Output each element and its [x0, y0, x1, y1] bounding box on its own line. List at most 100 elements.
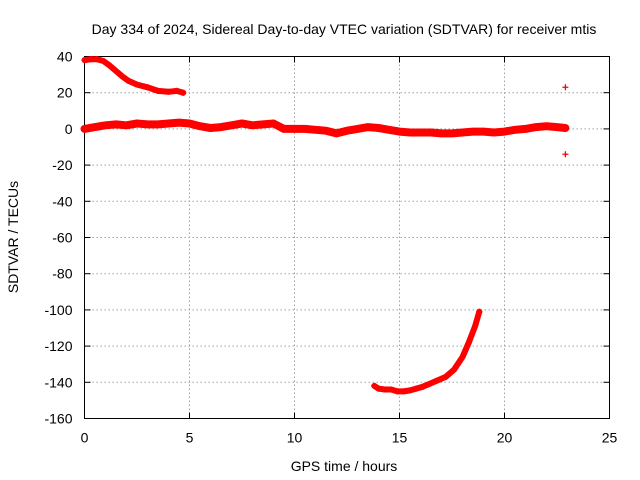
series-outliers [562, 84, 569, 158]
data-point [333, 130, 340, 137]
data-point [371, 382, 378, 389]
data-point [407, 129, 413, 136]
data-point [113, 67, 119, 74]
plot-frame [84, 56, 610, 419]
y-axis-label: SDTVAR / TECUs [5, 181, 21, 293]
data-point [442, 373, 449, 380]
data-point [323, 127, 329, 134]
data-point [281, 125, 287, 132]
data-point [173, 87, 180, 94]
data-point [476, 308, 483, 315]
x-tick-label: 5 [186, 430, 194, 446]
data-point [197, 123, 203, 130]
y-tick-label: -140 [44, 374, 72, 390]
y-tick-label: 20 [57, 85, 73, 101]
x-axis-label: GPS time / hours [291, 458, 398, 474]
data-point [291, 125, 298, 132]
data-point [134, 120, 140, 127]
data-point [386, 126, 392, 133]
data-point [113, 121, 119, 128]
data-point [125, 77, 132, 84]
data-point [533, 124, 539, 131]
data-point [155, 121, 161, 128]
data-point [270, 120, 277, 127]
data-point [354, 125, 361, 132]
y-tick-label: -80 [52, 266, 72, 282]
data-point [400, 388, 407, 395]
data-point [312, 126, 319, 133]
data-point [365, 124, 371, 131]
series-lower-arc [371, 308, 483, 395]
data-point [123, 122, 130, 129]
data-point [480, 128, 487, 135]
data-point [470, 128, 476, 135]
y-tick-label: -120 [44, 338, 72, 354]
data-point [543, 123, 550, 130]
data-point [407, 387, 413, 394]
data-point [417, 129, 424, 136]
series-zero-band [80, 118, 570, 138]
data-point [425, 381, 432, 388]
series-line [371, 308, 483, 395]
data-point [92, 124, 98, 131]
data-point [302, 125, 308, 132]
data-point [100, 58, 107, 65]
data-point [491, 129, 497, 136]
data-point [165, 88, 172, 95]
y-tick-label: 0 [65, 121, 73, 137]
data-point [465, 339, 472, 346]
data-point [344, 127, 350, 134]
data-point [176, 119, 182, 126]
axis-ticks: 0 5 10 15 20 25 40 20 0 -20 -40 -60 -80 -100 -120 -140 -… [44, 49, 617, 446]
data-point [459, 353, 466, 360]
x-tick-label: 15 [392, 430, 408, 446]
data-point [394, 388, 401, 395]
y-tick-label: -60 [52, 230, 72, 246]
data-point [106, 62, 113, 69]
data-point [562, 84, 569, 91]
data-point [134, 81, 140, 88]
data-point [472, 323, 479, 330]
data-point [413, 385, 420, 392]
data-point [144, 84, 151, 91]
x-tick-label: 10 [287, 430, 303, 446]
data-point [186, 120, 193, 127]
y-tick-label: -160 [44, 411, 72, 427]
chart-title: Day 334 of 2024, Sidereal Day-to-day VTE… [92, 21, 597, 37]
data-point [119, 73, 126, 80]
data-point [207, 124, 214, 131]
data-point [449, 130, 455, 137]
data-point [388, 386, 395, 393]
data-points [80, 56, 570, 395]
data-point [451, 366, 458, 373]
data-point [381, 386, 388, 393]
x-tick-label: 25 [602, 430, 618, 446]
data-point [554, 124, 560, 131]
y-tick-label: -20 [52, 157, 72, 173]
data-point [562, 151, 569, 158]
data-point [81, 57, 88, 64]
data-point [562, 124, 569, 131]
data-point [228, 122, 235, 129]
data-point [522, 125, 529, 132]
y-tick-label: -100 [44, 302, 72, 318]
x-tick-label: 20 [497, 430, 513, 446]
data-point [94, 56, 101, 63]
data-point [375, 124, 382, 131]
data-point [459, 129, 466, 136]
data-point [249, 122, 256, 129]
data-point [87, 56, 94, 63]
data-point [218, 124, 224, 131]
data-point [239, 120, 245, 127]
data-point [396, 128, 403, 135]
data-point [501, 128, 508, 135]
data-point [260, 121, 266, 128]
data-point [102, 122, 109, 129]
grid [84, 56, 610, 419]
data-point [375, 385, 382, 392]
data-point [155, 87, 161, 94]
data-point [144, 121, 151, 128]
data-point [428, 129, 434, 136]
y-tick-label: -40 [52, 193, 72, 209]
